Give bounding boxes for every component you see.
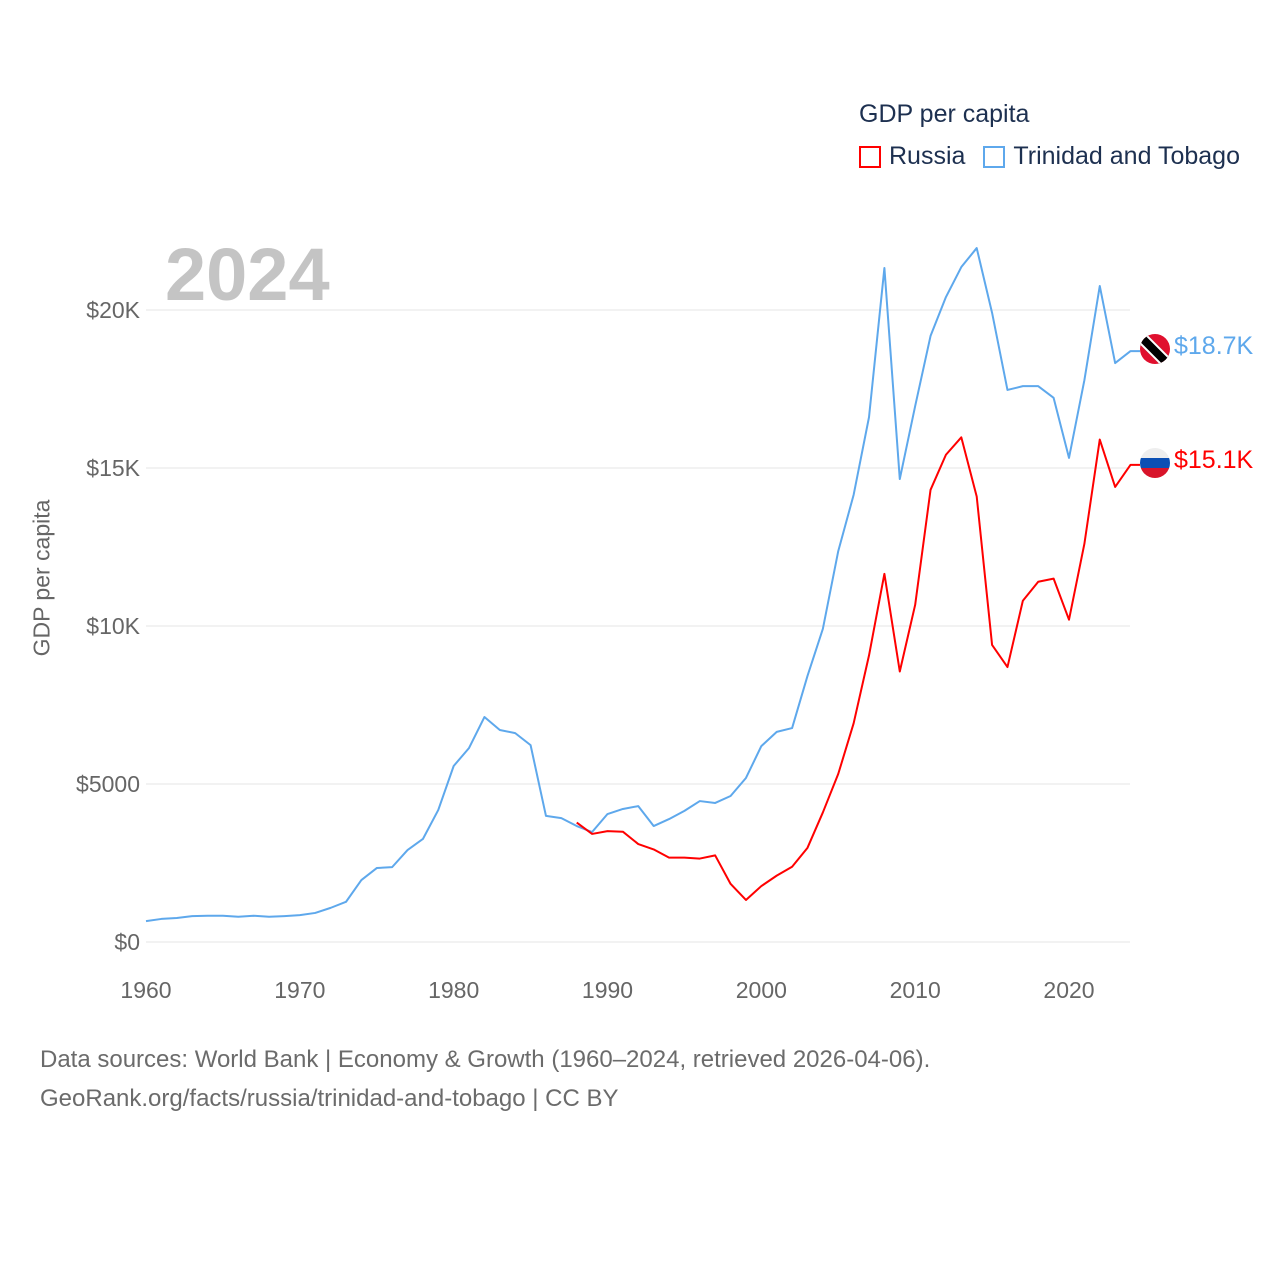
trinidad-and-tobago-flag-icon bbox=[1140, 334, 1170, 364]
legend-label: Russia bbox=[889, 142, 966, 170]
gridlines bbox=[146, 309, 1130, 943]
legend-swatch-trinidad-and-tobago bbox=[983, 145, 1006, 168]
y-tick-label: $10K bbox=[86, 613, 140, 639]
x-tick-label: 2000 bbox=[736, 977, 787, 1003]
series-lines bbox=[145, 247, 1140, 923]
legend-swatch-russia bbox=[859, 145, 881, 168]
x-tick-label: 1980 bbox=[428, 977, 479, 1003]
x-tick-label: 2010 bbox=[890, 977, 941, 1003]
y-axis-ticks: $0 $5000 $10K $15K $20K bbox=[76, 297, 141, 955]
legend: Russia Trinidad and Tobago bbox=[859, 142, 1258, 171]
y-tick-label: $0 bbox=[114, 929, 140, 955]
x-tick-label: 1960 bbox=[120, 977, 171, 1003]
current-year-label: 2024 bbox=[165, 233, 330, 316]
data-source-text: Data sources: World Bank | Economy & Gro… bbox=[40, 1046, 931, 1073]
legend-item-trinidad-and-tobago[interactable]: Trinidad and Tobago bbox=[983, 142, 1240, 171]
attribution-link[interactable]: GeoRank.org/facts/russia/trinidad-and-to… bbox=[40, 1085, 619, 1112]
x-tick-label: 1970 bbox=[274, 977, 325, 1003]
y-tick-label: $15K bbox=[86, 455, 140, 481]
y-tick-label: $5000 bbox=[76, 771, 140, 797]
series-line-russia bbox=[576, 436, 1140, 901]
russia-flag-icon bbox=[1140, 448, 1170, 478]
series-line-trinidad-and-tobago bbox=[145, 247, 1140, 923]
legend-item-russia[interactable]: Russia bbox=[859, 142, 965, 171]
end-label-russia: $15.1K bbox=[1174, 446, 1254, 474]
end-label-trinidad-and-tobago: $18.7K bbox=[1174, 332, 1254, 360]
x-tick-label: 2020 bbox=[1043, 977, 1094, 1003]
y-tick-label: $20K bbox=[86, 297, 140, 323]
x-tick-label: 1990 bbox=[582, 977, 633, 1003]
x-axis-ticks: 1960 1970 1980 1990 2000 2010 2020 bbox=[120, 977, 1094, 1003]
y-axis-label: GDP per capita bbox=[28, 499, 55, 657]
legend-title: GDP per capita bbox=[859, 100, 1030, 128]
legend-label: Trinidad and Tobago bbox=[1013, 142, 1240, 170]
